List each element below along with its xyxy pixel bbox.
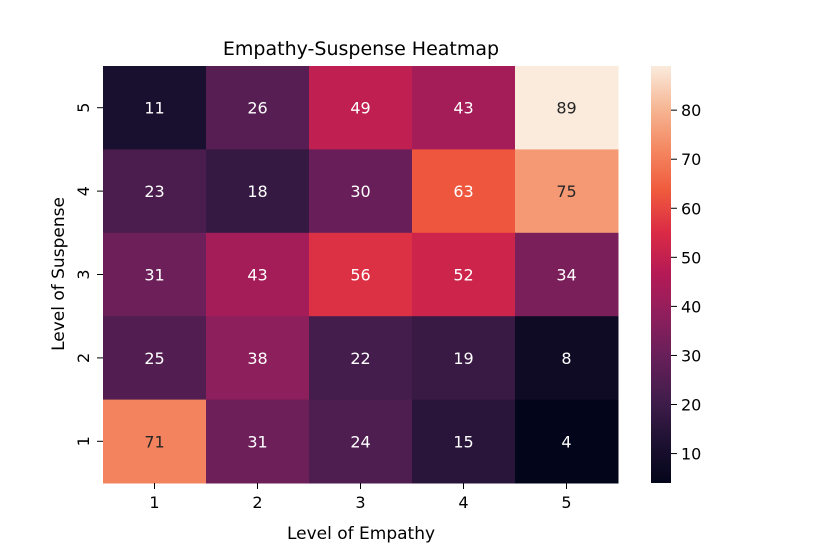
cell-value-label: 49 <box>350 99 370 118</box>
heatmap-cell <box>206 66 310 150</box>
cell-value-label: 26 <box>247 99 267 118</box>
cell-value-label: 71 <box>144 432 164 451</box>
y-axis-ticks: 5 4 3 2 1 <box>74 103 103 446</box>
heatmap-cell <box>309 66 413 150</box>
cell-value-label: 38 <box>247 349 267 368</box>
heatmap-cell <box>206 232 310 317</box>
colorbar-tick-label: 50 <box>681 248 701 267</box>
colorbar: 10 20 30 40 50 60 70 80 <box>651 66 701 483</box>
colorbar-tick-label: 10 <box>681 445 701 464</box>
cell-value-label: 75 <box>556 182 576 201</box>
cell-value-label: 63 <box>453 182 473 201</box>
cell-value-label: 24 <box>350 432 370 451</box>
heatmap-cell <box>103 66 207 150</box>
colorbar-tick-label: 70 <box>681 150 701 169</box>
cell-value-label: 8 <box>561 349 571 368</box>
cell-value-label: 34 <box>556 266 576 285</box>
cell-value-label: 89 <box>556 99 576 118</box>
heatmap-cell <box>515 66 619 150</box>
heatmap-cell <box>309 399 413 484</box>
colorbar-gradient <box>651 66 671 483</box>
colorbar-tick-label: 40 <box>681 297 701 316</box>
x-tick-label: 3 <box>355 493 365 512</box>
heatmap-cell <box>103 149 207 234</box>
x-tick-label: 4 <box>458 493 468 512</box>
heatmap-cell <box>515 149 619 234</box>
cell-value-label: 19 <box>453 349 473 368</box>
heatmap-cell <box>103 232 207 317</box>
cell-value-label: 52 <box>453 266 473 285</box>
heatmap-cell <box>515 316 619 401</box>
heatmap-cell <box>412 149 516 234</box>
colorbar-tick-label: 80 <box>681 101 701 120</box>
cell-value-label: 30 <box>350 182 370 201</box>
heatmap-cell <box>515 399 619 484</box>
cell-value-label: 31 <box>247 432 267 451</box>
x-tick-label: 1 <box>149 493 159 512</box>
heatmap-cell <box>309 316 413 401</box>
heatmap-cell <box>103 399 207 484</box>
heatmap-cell <box>412 316 516 401</box>
chart-title: Empathy-Suspense Heatmap <box>223 38 499 60</box>
cell-value-label: 23 <box>144 182 164 201</box>
heatmap-cell <box>206 399 310 484</box>
y-tick-label: 3 <box>74 269 93 279</box>
y-tick-label: 2 <box>74 353 93 363</box>
cell-value-label: 25 <box>144 349 164 368</box>
y-tick-label: 1 <box>74 436 93 446</box>
heatmap-cell <box>412 66 516 150</box>
cell-value-label: 43 <box>453 99 473 118</box>
colorbar-tick-label: 20 <box>681 396 701 415</box>
colorbar-tick-label: 30 <box>681 346 701 365</box>
heatmap-cell <box>103 316 207 401</box>
colorbar-tick-label: 60 <box>681 199 701 218</box>
heatmap-cell <box>515 232 619 317</box>
cell-value-label: 18 <box>247 182 267 201</box>
heatmap-cell <box>412 399 516 484</box>
heatmap-cell <box>309 149 413 234</box>
heatmap-cell <box>206 149 310 234</box>
heatmap-cells: 11 26 49 43 89 23 18 30 63 75 31 43 56 52 34 25 38 22 19 8 7… <box>103 66 619 484</box>
cell-value-label: 22 <box>350 349 370 368</box>
x-tick-label: 5 <box>561 493 571 512</box>
y-tick-label: 5 <box>74 103 93 113</box>
y-tick-label: 4 <box>74 186 93 196</box>
x-axis-ticks: 1 2 3 4 5 <box>149 483 572 512</box>
y-axis-label: Level of Suspense <box>49 197 69 351</box>
cell-value-label: 15 <box>453 432 473 451</box>
heatmap-cell <box>309 232 413 317</box>
cell-value-label: 43 <box>247 266 267 285</box>
x-axis-label: Level of Empathy <box>287 524 435 544</box>
heatmap-cell <box>206 316 310 401</box>
cell-value-label: 4 <box>561 432 571 451</box>
cell-value-label: 11 <box>144 99 164 118</box>
cell-value-label: 31 <box>144 266 164 285</box>
heatmap-cell <box>412 232 516 317</box>
cell-value-label: 56 <box>350 266 370 285</box>
x-tick-label: 2 <box>252 493 262 512</box>
